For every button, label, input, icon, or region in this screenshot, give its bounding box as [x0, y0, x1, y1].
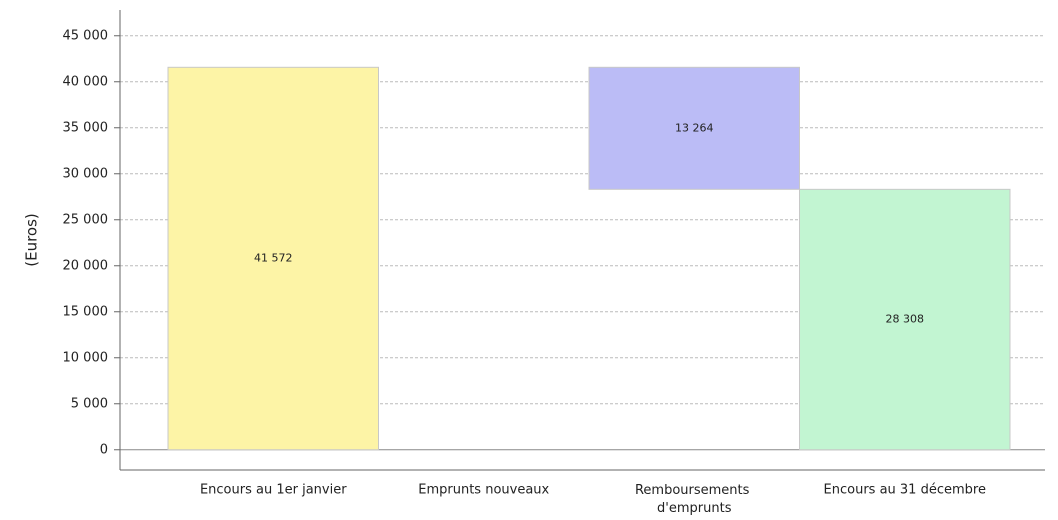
bar: [588, 66, 800, 190]
value-label: 28 308: [886, 313, 925, 326]
y-tick-label: 40 000: [63, 74, 109, 89]
x-tick-label: Emprunts nouveaux: [418, 483, 549, 498]
y-tick-label: 45 000: [63, 28, 109, 43]
x-tick-label: Encours au 1er janvier: [200, 483, 347, 498]
y-tick-label: 25 000: [63, 212, 109, 227]
y-axis-label: (Euros): [23, 213, 41, 267]
value-label: 13 264: [675, 121, 714, 134]
x-tick-label: Encours au 31 décembre: [824, 483, 986, 498]
y-tick-label: 5 000: [71, 396, 108, 411]
y-tick-label: 10 000: [63, 350, 109, 365]
y-tick-label: 20 000: [63, 258, 109, 273]
bar: [167, 66, 379, 451]
y-tick-label: 0: [100, 442, 108, 457]
value-label: 41 572: [254, 252, 293, 265]
y-tick-label: 35 000: [63, 120, 109, 135]
y-tick-label: 15 000: [63, 304, 109, 319]
bar: [799, 188, 1011, 451]
x-tick-label: Remboursements d'emprunts: [635, 483, 754, 516]
y-tick-label: 30 000: [63, 166, 109, 181]
